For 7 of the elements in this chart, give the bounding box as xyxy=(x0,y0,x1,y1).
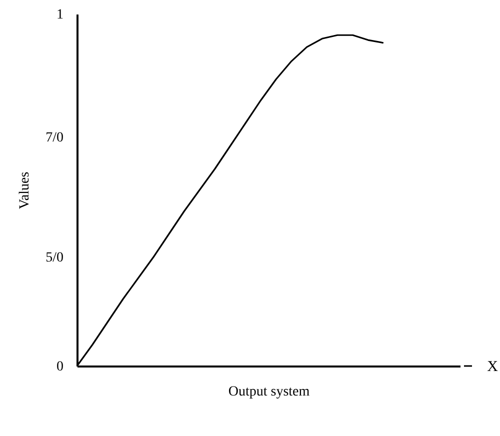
y-tick-label: 7/0 xyxy=(46,130,64,146)
y-axis-title: Values xyxy=(18,172,33,210)
x-axis-title: Output system xyxy=(228,384,310,400)
y-tick-label: 1 xyxy=(56,8,64,22)
y-tick-label: 5/0 xyxy=(46,250,64,266)
y-tick-label: 0 xyxy=(56,360,64,374)
text: X xyxy=(487,359,498,375)
